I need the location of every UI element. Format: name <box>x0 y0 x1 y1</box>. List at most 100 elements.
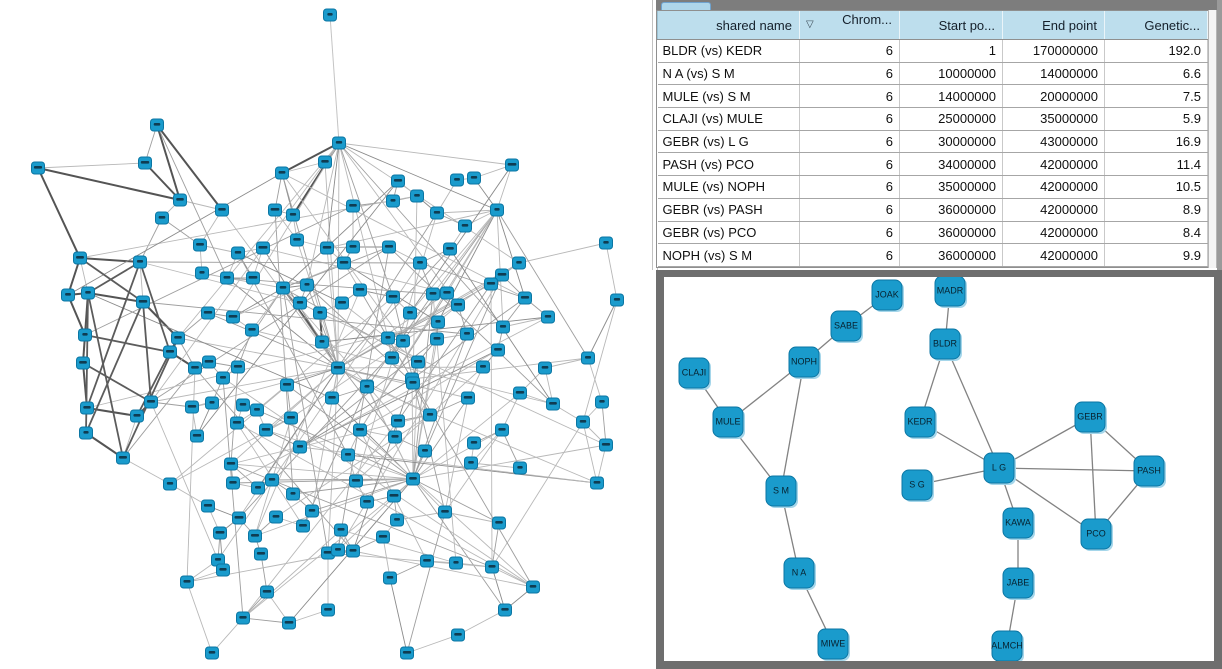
cell-value[interactable]: 36000000 <box>899 221 1003 245</box>
table-row[interactable]: PASH (vs) PCO 6 34000000 42000000 11.4 <box>657 152 1208 177</box>
graph-node[interactable] <box>518 291 532 305</box>
graph-node[interactable] <box>81 286 95 300</box>
graph-node[interactable] <box>226 310 240 324</box>
graph-node[interactable] <box>315 335 329 349</box>
graph-node-s-g[interactable]: S G <box>901 469 934 502</box>
graph-node-s-m[interactable]: S M <box>765 475 798 508</box>
graph-node[interactable] <box>461 391 475 405</box>
graph-node[interactable] <box>590 476 604 490</box>
graph-node[interactable] <box>248 529 262 543</box>
cell-shared-name[interactable]: CLAJI (vs) MULE <box>657 107 800 131</box>
cell-shared-name[interactable]: NOPH (vs) S M <box>657 243 800 267</box>
table-row[interactable]: MULE (vs) S M 6 14000000 20000000 7.5 <box>657 84 1208 109</box>
table-row[interactable]: N A (vs) S M 6 10000000 14000000 6.6 <box>657 62 1208 86</box>
graph-node-pash[interactable]: PASH <box>1133 455 1166 488</box>
cell-value[interactable]: 6 <box>799 221 900 245</box>
graph-node[interactable] <box>280 378 294 392</box>
graph-node[interactable] <box>201 306 215 320</box>
cell-value[interactable]: 10.5 <box>1104 175 1208 199</box>
graph-node[interactable] <box>190 429 204 443</box>
graph-node[interactable] <box>458 219 472 233</box>
graph-node[interactable] <box>331 543 345 557</box>
graph-node[interactable] <box>476 360 490 374</box>
column-header-shared-name[interactable]: shared name <box>657 11 800 40</box>
graph-node[interactable] <box>538 361 552 375</box>
graph-node[interactable] <box>276 281 290 295</box>
graph-node[interactable] <box>381 331 395 345</box>
cell-value[interactable]: 14000000 <box>899 84 1003 109</box>
graph-node[interactable] <box>195 266 209 280</box>
graph-node[interactable] <box>284 411 298 425</box>
graph-node[interactable] <box>460 327 474 341</box>
small-network-canvas[interactable]: JOAK MADR SABE BLDR NOPH CLAJI MULE KEDR GEBR L G… <box>664 277 1214 661</box>
graph-node[interactable] <box>259 423 273 437</box>
table-row[interactable]: GEBR (vs) L G 6 30000000 43000000 16.9 <box>657 130 1208 154</box>
graph-node[interactable] <box>180 575 194 589</box>
graph-node[interactable] <box>491 343 505 357</box>
graph-node[interactable] <box>290 233 304 247</box>
graph-node[interactable] <box>337 256 351 270</box>
graph-node[interactable] <box>245 323 259 337</box>
graph-node[interactable] <box>495 423 509 437</box>
graph-node[interactable] <box>136 295 150 309</box>
graph-node[interactable] <box>232 511 246 525</box>
cell-value[interactable]: 5.9 <box>1104 107 1208 131</box>
table-row[interactable]: CLAJI (vs) MULE 6 25000000 35000000 5.9 <box>657 107 1208 131</box>
graph-node[interactable] <box>236 611 250 625</box>
graph-node[interactable] <box>188 361 202 375</box>
graph-node[interactable] <box>485 560 499 574</box>
graph-node[interactable] <box>396 334 410 348</box>
graph-node[interactable] <box>431 315 445 329</box>
graph-node[interactable] <box>430 206 444 220</box>
cell-shared-name[interactable]: N A (vs) S M <box>657 62 800 86</box>
graph-node[interactable] <box>321 603 335 617</box>
graph-node[interactable] <box>268 203 282 217</box>
graph-node[interactable] <box>205 646 219 660</box>
graph-node-noph[interactable]: NOPH <box>788 346 821 379</box>
graph-node[interactable] <box>269 510 283 524</box>
graph-node[interactable] <box>360 495 374 509</box>
cell-value[interactable]: 14000000 <box>1002 62 1105 86</box>
graph-node[interactable] <box>386 194 400 208</box>
graph-node[interactable] <box>332 136 346 150</box>
cell-value[interactable]: 6 <box>799 130 900 154</box>
graph-node[interactable] <box>382 240 396 254</box>
cell-shared-name[interactable]: GEBR (vs) PASH <box>657 198 800 222</box>
graph-node[interactable] <box>251 481 265 495</box>
graph-node[interactable] <box>490 203 504 217</box>
graph-node[interactable] <box>410 189 424 203</box>
graph-node[interactable] <box>376 530 390 544</box>
table-scrollbar-track[interactable] <box>1208 10 1217 268</box>
graph-node[interactable] <box>403 306 417 320</box>
graph-node[interactable] <box>541 310 555 324</box>
graph-node[interactable] <box>323 8 337 22</box>
graph-node[interactable] <box>305 504 319 518</box>
graph-node[interactable] <box>325 391 339 405</box>
graph-node[interactable] <box>236 398 250 412</box>
graph-node[interactable] <box>213 526 227 540</box>
graph-node-claji[interactable]: CLAJI <box>678 357 711 390</box>
graph-node[interactable] <box>496 320 510 334</box>
cell-shared-name[interactable]: BLDR (vs) KEDR <box>657 39 800 63</box>
cell-value[interactable]: 6 <box>799 107 900 131</box>
graph-node[interactable] <box>73 251 87 265</box>
graph-node[interactable] <box>464 456 478 470</box>
graph-node[interactable] <box>155 211 169 225</box>
graph-node[interactable] <box>443 242 457 256</box>
cell-value[interactable]: 6 <box>799 243 900 267</box>
cell-value[interactable]: 34000000 <box>899 152 1003 177</box>
graph-node[interactable] <box>449 556 463 570</box>
cell-value[interactable]: 20000000 <box>1002 84 1105 109</box>
graph-node[interactable] <box>420 554 434 568</box>
cell-value[interactable]: 42000000 <box>1002 221 1105 245</box>
cell-value[interactable]: 42000000 <box>1002 175 1105 199</box>
graph-node[interactable] <box>346 199 360 213</box>
graph-node[interactable] <box>78 328 92 342</box>
graph-node[interactable] <box>144 395 158 409</box>
graph-node[interactable] <box>451 628 465 642</box>
graph-node[interactable] <box>526 580 540 594</box>
graph-node[interactable] <box>383 571 397 585</box>
graph-node[interactable] <box>513 461 527 475</box>
cell-value[interactable]: 6.6 <box>1104 62 1208 86</box>
cell-value[interactable]: 7.5 <box>1104 84 1208 109</box>
